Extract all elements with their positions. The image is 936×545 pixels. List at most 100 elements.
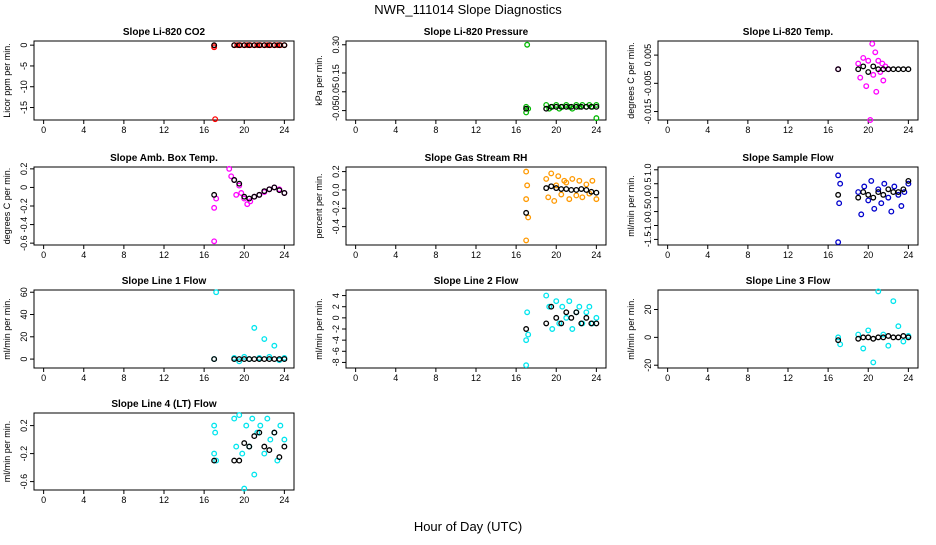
sample-point bbox=[266, 353, 273, 360]
sample-point bbox=[880, 331, 887, 338]
mean-point bbox=[900, 186, 907, 193]
x-tick-label: 20 bbox=[239, 373, 249, 383]
mean-point bbox=[211, 457, 218, 464]
x-tick-label: 12 bbox=[471, 373, 481, 383]
sample-point bbox=[835, 239, 842, 246]
x-tick-label: 16 bbox=[511, 250, 521, 260]
sample-point bbox=[261, 450, 268, 457]
y-axis-label: Licor ppm per min. bbox=[2, 43, 12, 118]
sample-point bbox=[860, 345, 867, 352]
sample-point bbox=[525, 105, 532, 112]
sample-point bbox=[524, 41, 531, 48]
mean-point bbox=[231, 177, 238, 183]
x-tick-label: 0 bbox=[353, 125, 358, 135]
panel-title: Slope Gas Stream RH bbox=[425, 153, 528, 164]
sample-point bbox=[885, 194, 892, 201]
mean-point bbox=[523, 105, 530, 112]
x-tick-label: 4 bbox=[81, 495, 86, 505]
plot-frame bbox=[33, 166, 295, 246]
mean-point bbox=[548, 183, 555, 190]
plot-frame bbox=[345, 166, 607, 246]
y-tick-label: -0.2 bbox=[331, 201, 341, 217]
sample-point bbox=[865, 57, 872, 64]
mean-point bbox=[563, 309, 570, 316]
y-tick-label: -0.05 bbox=[331, 100, 341, 121]
y-tick-label: -15 bbox=[19, 101, 29, 114]
sample-point bbox=[524, 182, 531, 189]
sample-point bbox=[271, 342, 278, 349]
y-tick-label: 60 bbox=[19, 287, 29, 297]
x-tick-label: 4 bbox=[705, 125, 710, 135]
mean-point bbox=[895, 189, 902, 196]
mean-point bbox=[895, 66, 902, 73]
y-axis-label: ml/min per min. bbox=[626, 175, 636, 237]
sample-point bbox=[898, 203, 905, 209]
sample-point bbox=[559, 303, 566, 310]
sample-point bbox=[576, 303, 583, 310]
y-tick-label: 0.05 bbox=[331, 83, 341, 101]
mean-point bbox=[211, 42, 218, 49]
x-tick-label: 12 bbox=[159, 250, 169, 260]
mean-point bbox=[900, 66, 907, 73]
sample-point bbox=[243, 422, 250, 429]
mean-point bbox=[558, 186, 565, 192]
y-tick-label: -0.015 bbox=[643, 99, 653, 125]
panel-title: Slope Li-820 Pressure bbox=[424, 27, 529, 38]
sample-point bbox=[236, 358, 243, 365]
sample-point bbox=[905, 180, 912, 187]
sample-point bbox=[261, 336, 268, 342]
panel-3: Slope Li-820 Temp. degrees C per min. 0 4 8 1… bbox=[626, 27, 919, 135]
x-tick-label: 16 bbox=[823, 373, 833, 383]
y-axis-label: percent per min. bbox=[314, 173, 324, 238]
sample-point bbox=[264, 415, 271, 422]
y-axis-label: degrees C per min. bbox=[626, 42, 636, 119]
sample-point bbox=[525, 214, 532, 221]
y-tick-label: 0.005 bbox=[643, 44, 653, 67]
sample-point bbox=[211, 238, 218, 245]
y-tick-label: -0.5 bbox=[643, 204, 653, 220]
panel-1: Slope Li-820 CO2 Licor ppm per min. 0 4 8 12 1… bbox=[2, 27, 295, 135]
mean-point bbox=[281, 443, 288, 450]
x-tick-label: 0 bbox=[41, 373, 46, 383]
mean-point bbox=[885, 66, 892, 73]
mean-point bbox=[276, 187, 283, 194]
sample-point bbox=[236, 182, 243, 189]
sample-point bbox=[563, 179, 570, 186]
mean-point bbox=[211, 356, 218, 363]
panel-title: Slope Line 4 (LT) Flow bbox=[111, 399, 217, 410]
x-tick-label: 24 bbox=[903, 250, 913, 260]
mean-point bbox=[261, 356, 268, 363]
mean-point bbox=[246, 443, 253, 450]
x-tick-label: 4 bbox=[81, 125, 86, 135]
figure-title: NWR_111014 Slope Diagnostics bbox=[374, 2, 562, 17]
sample-point bbox=[870, 359, 877, 366]
sample-point bbox=[860, 54, 867, 61]
sample-point bbox=[553, 298, 560, 305]
y-tick-label: 0.0 bbox=[643, 191, 653, 204]
sample-point bbox=[586, 303, 593, 310]
sample-point bbox=[855, 60, 862, 67]
sample-point bbox=[228, 173, 235, 180]
sample-point bbox=[835, 172, 842, 179]
sample-point bbox=[865, 327, 872, 334]
sample-point bbox=[244, 42, 251, 49]
sample-point bbox=[211, 204, 218, 211]
sample-point bbox=[563, 314, 570, 321]
sample-point bbox=[233, 191, 240, 198]
x-tick-label: 20 bbox=[863, 373, 873, 383]
y-axis-label: ml/min per min. bbox=[626, 298, 636, 360]
plot-frame bbox=[33, 412, 295, 491]
mean-point bbox=[860, 334, 867, 341]
x-tick-label: 20 bbox=[239, 125, 249, 135]
panel-9: Slope Line 3 Flow ml/min per min. 0 4 8 12 16 2… bbox=[626, 276, 919, 383]
sample-point bbox=[241, 485, 248, 492]
mean-point bbox=[835, 337, 842, 344]
sample-point bbox=[234, 42, 241, 49]
sample-point bbox=[545, 194, 552, 201]
sample-point bbox=[875, 57, 882, 64]
y-tick-label: -0.6 bbox=[19, 235, 29, 251]
mean-point bbox=[251, 356, 258, 363]
panel-title: Slope Line 2 Flow bbox=[434, 276, 519, 287]
x-tick-label: 24 bbox=[279, 495, 289, 505]
y-tick-label: 0.5 bbox=[643, 177, 653, 190]
